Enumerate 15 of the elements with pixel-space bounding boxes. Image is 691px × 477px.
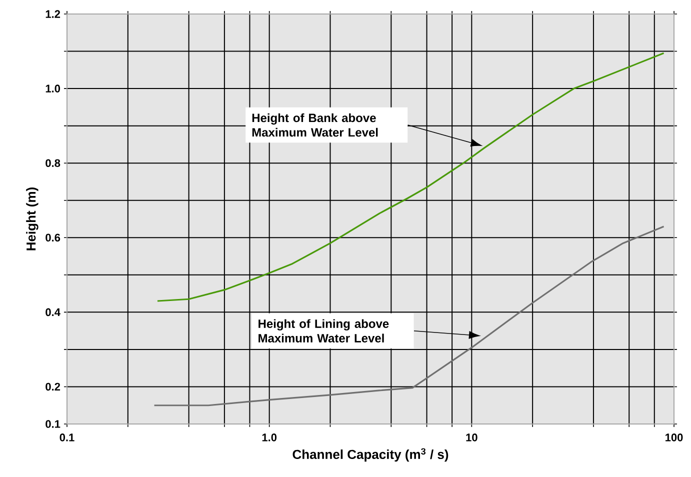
y-tick-label: 0.1	[46, 420, 60, 428]
y-tick-label: 1.2	[46, 10, 60, 18]
y-tick-label: 0.4	[46, 308, 60, 316]
x-tick-label: 100	[666, 434, 683, 442]
y-tick-label: 1.0	[46, 84, 60, 92]
x-tick-label: 1.0	[262, 434, 277, 442]
y-axis-title: Height (m)	[26, 188, 38, 250]
annotation: Height of Bank above Maximum Water Level	[252, 113, 378, 137]
annotation: Height of Lining above Maximum Water Level	[258, 319, 389, 342]
y-tick-label: 0.6	[46, 234, 60, 242]
x-tick-label: 10	[466, 434, 478, 442]
x-axis-title: Channel Capacity (m$^{3}$ / s)	[292, 448, 448, 462]
y-tick-label: 0.8	[46, 159, 60, 167]
x-tick-label: 0.1	[60, 434, 74, 442]
y-tick-label: 0.2	[46, 382, 60, 391]
